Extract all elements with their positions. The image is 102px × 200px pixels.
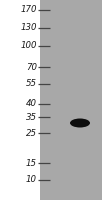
Text: 35: 35 — [26, 112, 37, 121]
Text: 70: 70 — [26, 62, 37, 72]
Text: 40: 40 — [26, 99, 37, 108]
Ellipse shape — [70, 118, 90, 128]
Text: 55: 55 — [26, 79, 37, 88]
Bar — [40, 0, 102, 200]
Text: 15: 15 — [26, 158, 37, 168]
Text: 130: 130 — [21, 23, 37, 32]
Text: 170: 170 — [21, 5, 37, 15]
Text: 25: 25 — [26, 129, 37, 138]
Text: 10: 10 — [26, 176, 37, 184]
Text: 100: 100 — [21, 42, 37, 50]
